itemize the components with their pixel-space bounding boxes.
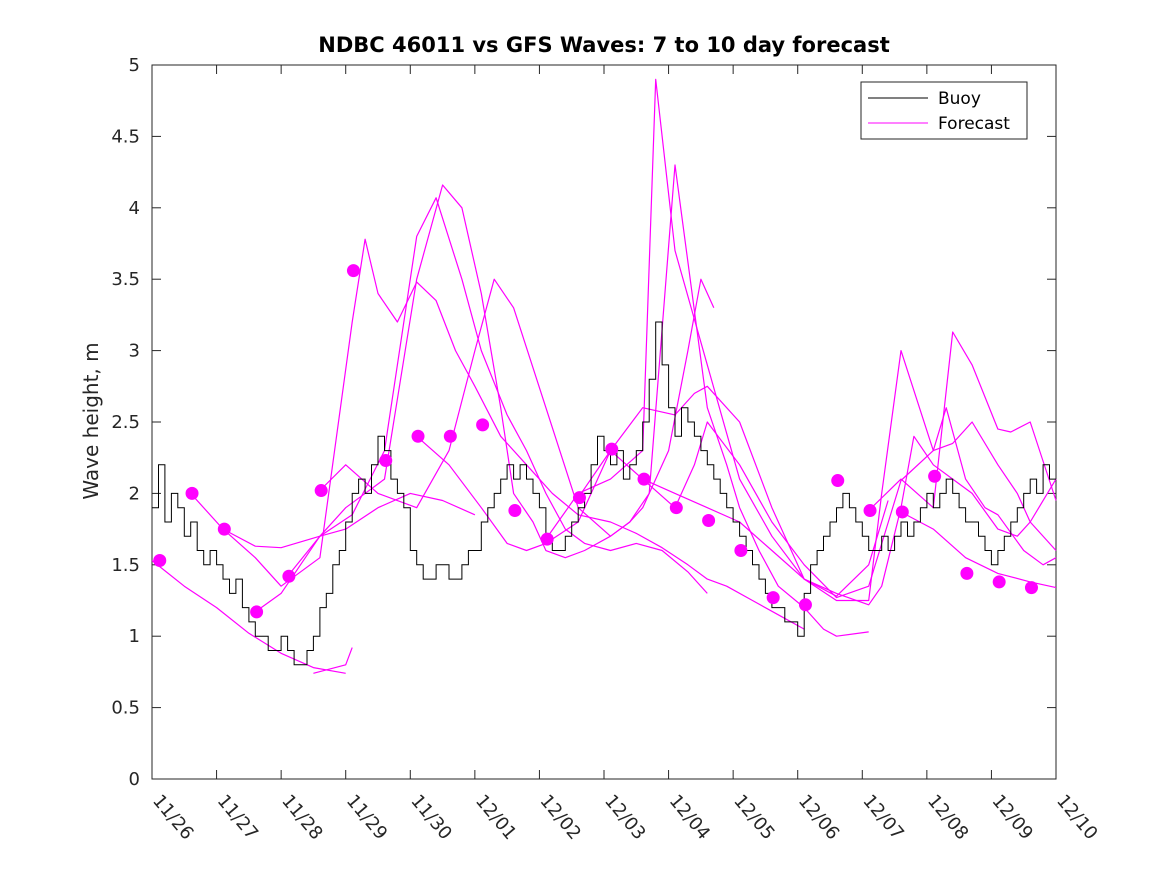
forecast-markers [153,264,1038,619]
y-tick-label: 0.5 [111,698,140,719]
forecast-marker [540,532,554,546]
forecast-marker [734,544,748,558]
forecast-marker [605,442,619,456]
forecast-marker [572,491,586,505]
y-tick-label: 4.5 [111,126,140,147]
forecast-marker [411,429,425,443]
forecast-marker [153,554,167,568]
forecast-marker [346,264,360,278]
forecast-marker [766,591,780,605]
y-tick-label: 1 [129,626,140,647]
forecast-marker [443,429,457,443]
forecast-line [319,164,869,637]
forecast-marker [637,472,651,486]
forecast-line [190,492,476,549]
forecast-marker [217,522,231,536]
forecast-marker [669,501,683,515]
forecast-line [545,78,1057,602]
forecast-marker [476,418,490,432]
buoy-series [152,321,1056,666]
plot-area [151,64,1057,780]
forecast-marker [185,486,199,500]
forecast-marker [314,484,328,498]
forecast-line [287,184,715,577]
forecast-marker [250,605,264,619]
legend: Buoy Forecast [860,81,1028,140]
y-tick-labels: 0 0.5 1 1.5 2 2.5 3 3.5 4 4.5 5 [111,55,140,790]
forecast-line [313,647,353,674]
forecast-marker [282,569,296,583]
forecast-line [151,560,346,674]
forecast-line [868,331,1057,511]
forecast-marker [928,469,942,483]
y-tick-label: 1.5 [111,555,140,576]
y-axis-label: Wave height, m [79,342,103,499]
forecast-marker [831,474,845,488]
forecast-marker [992,575,1006,589]
axis-ticks [151,64,1057,780]
forecast-marker [863,504,877,518]
y-tick-label: 2 [129,483,140,504]
y-tick-label: 4 [129,198,140,219]
forecast-marker [895,505,909,519]
forecast-line [642,407,1057,599]
forecast-marker [798,598,812,612]
legend-forecast-label: Forecast [938,114,1010,134]
y-tick-label: 0 [129,769,140,790]
y-tick-label: 2.5 [111,412,140,433]
legend-buoy-label: Buoy [938,89,981,109]
y-tick-label: 5 [129,55,140,76]
forecast-marker [1024,581,1038,595]
legend-box [860,81,1028,140]
forecast-marker [960,566,974,580]
buoy-line [152,321,1056,666]
y-tick-label: 3.5 [111,269,140,290]
y-tick-label: 3 [129,341,140,362]
forecast-marker [508,504,522,518]
chart-title: NDBC 46011 vs GFS Waves: 7 to 10 day for… [318,33,889,57]
forecast-marker [702,514,716,528]
forecast-line [222,238,805,630]
forecast-marker [379,454,393,468]
